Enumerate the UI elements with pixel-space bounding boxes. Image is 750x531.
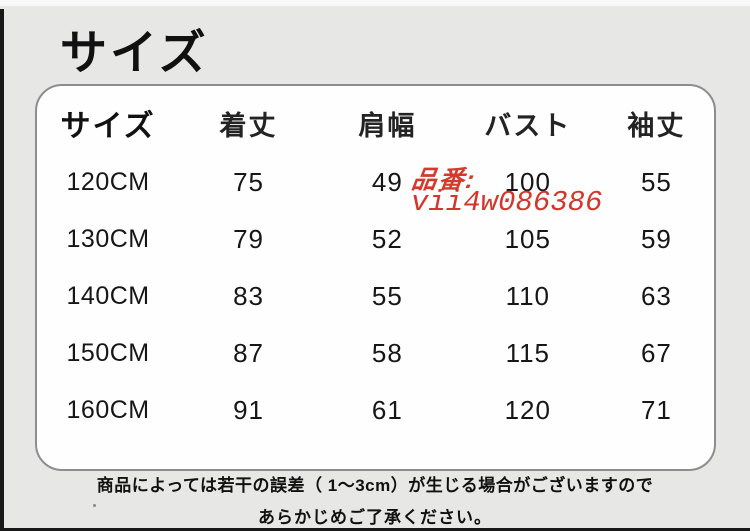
table-header-row: サイズ 着丈 肩幅 バスト 袖丈: [37, 92, 714, 154]
value-cell: 67: [640, 338, 672, 368]
value-cell: 79: [233, 224, 264, 254]
speck-artifact: [93, 504, 96, 507]
value-cell: 91: [233, 395, 264, 425]
table-row: 120CM 75 49 100 55: [37, 154, 714, 211]
table-row: 150CM 87 58 115 67: [37, 325, 714, 382]
value-cell: 75: [233, 167, 264, 197]
bottom-edge: [0, 528, 750, 531]
top-edge: [0, 0, 750, 6]
size-table-card: サイズ 着丈 肩幅 バスト 袖丈 120CM 75 49 100 55 130C…: [35, 84, 716, 471]
value-cell: 100: [504, 167, 551, 197]
size-cell: 160CM: [66, 396, 150, 424]
value-cell: 105: [504, 224, 551, 254]
table-row: 160CM 91 61 120 71: [37, 382, 714, 439]
value-cell: 110: [505, 281, 551, 311]
value-cell: 83: [233, 281, 264, 311]
value-cell: 120: [504, 395, 551, 425]
value-cell: 58: [371, 338, 403, 368]
header-sleeve: 袖丈: [627, 110, 686, 141]
watermark-code: vii4w086386: [411, 186, 603, 219]
value-cell: 55: [371, 281, 403, 311]
value-cell: 87: [233, 338, 264, 368]
page-title: サイズ: [60, 26, 209, 79]
size-cell: 140CM: [66, 282, 150, 310]
value-cell: 55: [640, 167, 672, 197]
value-cell: 61: [371, 395, 403, 425]
notice-line-1: 商品によっては若干の誤差（ 1〜3cm）が生じる場合がございますので: [96, 476, 654, 495]
value-cell: 71: [640, 395, 672, 425]
header-length: 着丈: [219, 110, 278, 141]
value-cell: 63: [640, 281, 672, 311]
table-row: 140CM 83 55 110 63: [37, 268, 714, 325]
value-cell: 115: [505, 338, 551, 368]
table-row: 130CM 79 52 105 59: [37, 211, 714, 268]
notice-line-2: あらかじめご了承ください。: [258, 508, 492, 527]
left-edge: [0, 9, 4, 531]
header-bust: バスト: [484, 110, 572, 141]
value-cell: 49: [371, 167, 403, 197]
value-cell: 59: [640, 224, 672, 254]
size-cell: 130CM: [66, 225, 150, 253]
header-shoulder: 肩幅: [358, 110, 417, 141]
size-cell: 120CM: [66, 168, 150, 196]
size-cell: 150CM: [66, 339, 150, 367]
header-size: サイズ: [60, 110, 156, 143]
value-cell: 52: [371, 224, 403, 254]
